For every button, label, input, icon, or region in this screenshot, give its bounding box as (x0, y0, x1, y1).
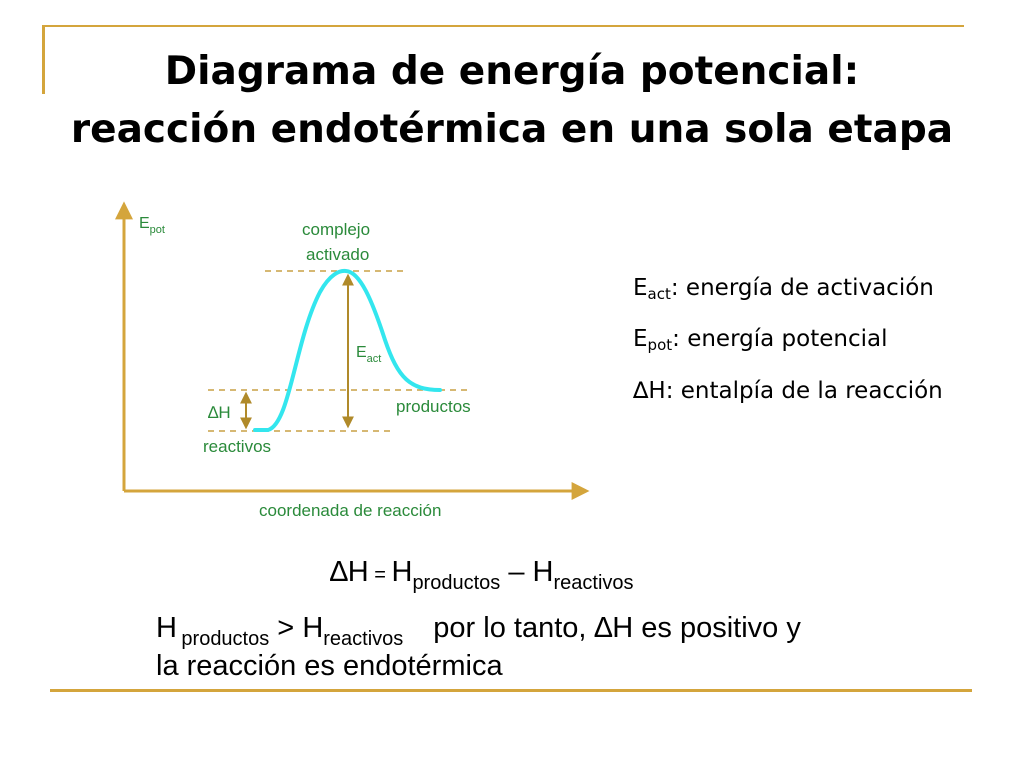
legend-item-dh: ∆H: entalpía de la reacción (633, 378, 943, 404)
y-axis-label: Epot (139, 215, 165, 236)
top-left-vertical-line (42, 26, 45, 94)
slide-title-line-1: Diagrama de energía potencial: (164, 49, 860, 94)
legend-subscript: pot (647, 336, 673, 354)
eq-sub-reactants: reactivos (553, 572, 634, 594)
eq-h-reactants: H (532, 556, 554, 588)
eq-sub-products: productos (412, 572, 501, 594)
complex-label-1: complejo (302, 220, 370, 239)
conclusion-line-2: la reacción es endotérmica (156, 650, 503, 683)
products-label: productos (396, 397, 471, 416)
legend-symbol: ∆H (633, 378, 666, 404)
concl-rest: por lo tanto, ∆H es positivo y (433, 612, 801, 644)
legend-symbol: E (633, 275, 648, 301)
concl-h-products: H (156, 612, 177, 644)
concl-h-reactants: H (302, 612, 324, 644)
top-rule (42, 25, 964, 27)
concl-sub-products: productos (181, 628, 270, 650)
eq-delta-h: ∆H (330, 556, 369, 588)
legend-item-eact: Eact: energía de activación (633, 275, 934, 303)
legend-item-epot: Epot: energía potencial (633, 326, 887, 354)
reactants-label: reactivos (203, 437, 271, 456)
slide-title-line-2: reacción endotérmica en una sola etapa (70, 107, 954, 152)
concl-gt: > (269, 612, 303, 644)
legend-subscript: act (647, 285, 671, 303)
eq-h-products: H (391, 556, 413, 588)
concl-line-2: la reacción es endotérmica (156, 650, 503, 682)
eq-minus: – (500, 556, 533, 588)
legend-text: : energía de activación (670, 275, 934, 301)
x-axis-label: coordenada de reacción (259, 501, 441, 520)
legend-symbol: E (633, 326, 648, 352)
dh-label: ∆H (208, 403, 231, 422)
eact-label: Eact (356, 344, 381, 365)
energy-curve (253, 268, 442, 432)
legend-text: : entalpía de la reacción (665, 378, 943, 404)
bottom-rule (50, 689, 972, 692)
legend-text: : energía potencial (672, 326, 888, 352)
conclusion-line-1: H productos > Hreactivos por lo tanto, ∆H… (156, 612, 801, 651)
eq-equals: = (368, 564, 392, 586)
complex-label-2: activado (306, 245, 369, 264)
enthalpy-equation: ∆H = Hproductos – Hreactivos (330, 556, 634, 595)
concl-sub-reactants: reactivos (323, 628, 404, 650)
